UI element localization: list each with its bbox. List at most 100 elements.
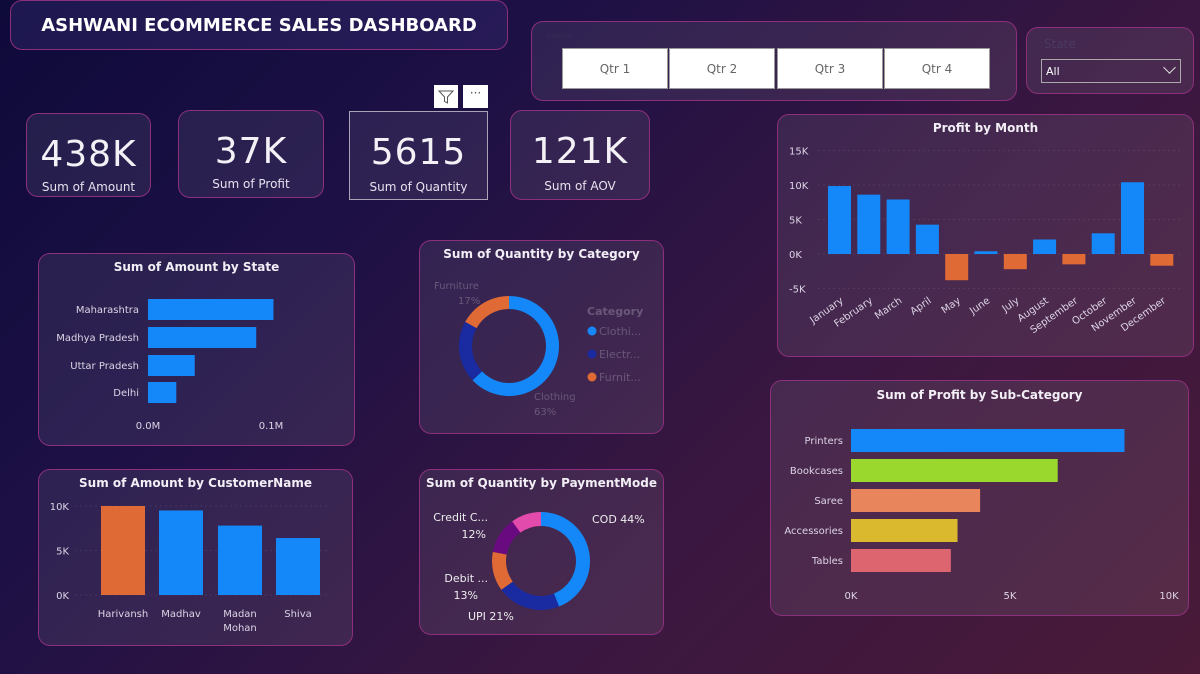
bar <box>276 538 320 595</box>
bar <box>148 355 195 376</box>
axis-label: Printers <box>805 436 843 447</box>
data-label: COD 44% <box>592 513 645 526</box>
kpi-label: Sum of AOV <box>544 179 616 193</box>
chart-title: Profit by Month <box>932 121 1039 135</box>
state-dropdown-value: All <box>1046 65 1060 78</box>
kpi-label: Sum of Amount <box>41 180 136 192</box>
kpi-value: 121K <box>531 131 629 172</box>
bar <box>1062 254 1086 265</box>
state-slicer-label: State <box>1044 37 1076 51</box>
legend-item: Furnit... <box>599 371 641 384</box>
bar <box>1033 239 1057 254</box>
filter-icon-button[interactable] <box>434 85 458 108</box>
bar <box>974 251 998 254</box>
tick-label: 0.0M <box>136 421 161 432</box>
tick-label: 5K <box>789 216 802 227</box>
bar <box>945 254 969 281</box>
qtr-3-button[interactable]: Qtr 3 <box>777 48 883 89</box>
more-options-button[interactable]: ··· <box>463 85 488 108</box>
data-label: Clothing <box>534 392 576 403</box>
axis-label: Saree <box>814 496 843 507</box>
data-label: 13% <box>454 589 478 602</box>
axis-label: Shiva <box>284 609 312 620</box>
tick-label: 5K <box>1004 591 1017 602</box>
data-label: Debit ... <box>444 572 488 585</box>
qtr-2-button[interactable]: Qtr 2 <box>669 48 775 89</box>
quantity-by-payment-chart[interactable]: Sum of Quantity by PaymentMode COD 44% UPI… <box>419 469 664 635</box>
axis-label: Madhya Pradesh <box>56 333 139 344</box>
kpi-value: 438K <box>40 134 137 175</box>
tick-label: 10K <box>1159 591 1179 602</box>
axis-label: Delhi <box>113 388 139 399</box>
bar <box>851 549 951 572</box>
kpi-card-quantity[interactable]: 5615 Sum of Quantity <box>349 111 488 200</box>
kpi-card-aov[interactable]: 121K Sum of AOV <box>510 110 650 200</box>
kpi-card-amount[interactable]: 438K Sum of Amount <box>26 113 151 197</box>
legend-marker <box>587 326 597 336</box>
tick-label: 0K <box>845 591 858 602</box>
axis-label: April <box>909 295 934 317</box>
donut-slice <box>459 321 483 381</box>
tick-label: 10K <box>50 502 70 513</box>
tick-label: 15K <box>789 147 809 158</box>
axis-label: Bookcases <box>790 466 843 477</box>
qtr-4-button[interactable]: Qtr 4 <box>884 48 990 89</box>
data-label: Credit C... <box>433 511 488 524</box>
bar <box>148 327 257 348</box>
chevron-down-icon <box>1163 61 1176 74</box>
bar <box>1121 182 1144 254</box>
tick-label: 0.1M <box>259 421 284 432</box>
state-slicer: State All <box>1026 27 1194 94</box>
bar <box>886 199 910 254</box>
legend-marker <box>587 349 597 359</box>
axis-label: Accessories <box>784 526 843 537</box>
quarter-slicer-label: Quarter <box>546 32 574 40</box>
chart-title: Sum of Quantity by Category <box>443 247 640 261</box>
donut-slice <box>492 521 521 555</box>
more-options-icon: ··· <box>469 86 482 100</box>
title-banner: ASHWANI ECOMMERCE SALES DASHBOARD <box>10 0 508 50</box>
axis-label: Madhav <box>161 609 201 620</box>
profit-by-subcategory-chart[interactable]: Sum of Profit by Sub-Category Printers Boo… <box>770 380 1189 616</box>
bar <box>851 429 1125 452</box>
legend-item: Clothi... <box>599 325 641 338</box>
kpi-card-profit[interactable]: 37K Sum of Profit <box>178 110 324 198</box>
tick-label: 10K <box>789 181 809 192</box>
bar <box>1003 254 1027 270</box>
amount-by-state-chart[interactable]: Sum of Amount by State Maharashtra Madhya … <box>38 253 355 446</box>
filter-icon <box>437 90 455 104</box>
bar <box>915 224 939 254</box>
tick-label: 0K <box>56 591 69 602</box>
bar <box>828 186 851 254</box>
bar <box>101 506 145 595</box>
axis-label: Maharashtra <box>76 305 139 316</box>
bar <box>159 510 203 595</box>
data-label: 63% <box>534 407 556 418</box>
bar <box>857 194 881 254</box>
data-label: 17% <box>458 296 480 307</box>
legend-item: Electr... <box>599 348 640 361</box>
bar <box>851 489 981 512</box>
quantity-by-category-chart[interactable]: Sum of Quantity by Category Furniture 17% C… <box>419 240 664 434</box>
qtr-1-button[interactable]: Qtr 1 <box>562 48 668 89</box>
amount-by-customer-chart[interactable]: Sum of Amount by CustomerName 10K 5K 0K Hari… <box>38 469 353 646</box>
axis-label: July <box>1000 295 1022 315</box>
bar <box>218 525 262 595</box>
state-dropdown[interactable]: All <box>1041 59 1181 83</box>
axis-label: May <box>940 295 963 316</box>
tick-label: -5K <box>789 285 806 296</box>
chart-title: Sum of Amount by CustomerName <box>79 476 312 490</box>
data-label: Furniture <box>434 281 479 292</box>
axis-label: June <box>967 295 992 317</box>
profit-by-month-chart[interactable]: Profit by Month 15K 10K 5K 0K -5K January Febru… <box>777 114 1194 357</box>
chart-title: Sum of Profit by Sub-Category <box>876 388 1083 402</box>
donut-slice <box>512 512 541 533</box>
kpi-value: 5615 <box>370 132 467 173</box>
axis-label: Tables <box>811 556 843 567</box>
page-title: ASHWANI ECOMMERCE SALES DASHBOARD <box>41 15 477 36</box>
tick-label: 0K <box>789 250 802 261</box>
axis-label: Harivansh <box>98 609 148 620</box>
bar <box>1150 254 1174 266</box>
bar <box>1091 233 1115 254</box>
legend-title: Category <box>587 305 643 318</box>
